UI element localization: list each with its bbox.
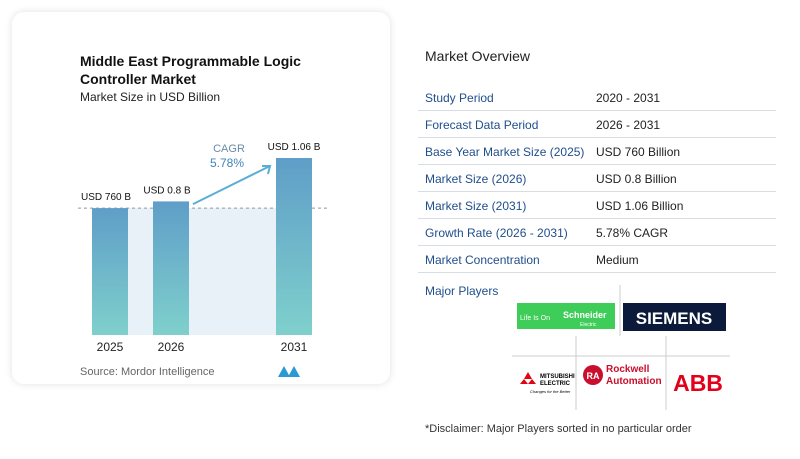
row-label: Base Year Market Size (2025) (425, 145, 585, 159)
row-value: 5.78% CAGR (596, 226, 669, 240)
logo (278, 366, 300, 377)
schneider-logo (517, 303, 615, 329)
logo-text: SIEMENS (636, 309, 713, 328)
overview-row: Study Period 2020 - 2031 (418, 84, 776, 111)
row-label: Market Size (2031) (425, 199, 527, 213)
logo-text: ELECTRIC (540, 381, 571, 387)
overview-row: Market Size (2026) USD 0.8 Billion (418, 165, 776, 192)
logo-text: Rockwell (606, 364, 650, 375)
logo-text: Electric (580, 322, 597, 328)
chart-subtitle: Market Size in USD Billion (80, 90, 221, 104)
row-value: USD 1.06 Billion (596, 199, 684, 213)
row-value: Medium (596, 253, 639, 267)
overview-row: Base Year Market Size (2025) USD 760 Bill… (418, 138, 776, 165)
bar (153, 201, 189, 335)
row-label: Growth Rate (2026 - 2031) (425, 226, 568, 240)
logo-text: Life Is On (520, 315, 550, 322)
logo-text: Changes for the Better (530, 389, 571, 394)
bar (276, 158, 312, 335)
players-title: Major Players (425, 284, 499, 298)
source: Source: Mordor Intelligence (80, 366, 215, 378)
cagr-label: CAGR (213, 143, 245, 155)
logos: Life Is On Schneider Electric SIEMENS MI… (512, 285, 730, 410)
mitsubishi-mark (520, 372, 536, 384)
cagr-arrow (192, 165, 272, 205)
value-label: USD 1.06 B (268, 142, 321, 153)
row-label: Forecast Data Period (425, 118, 539, 132)
chart: USD 760 B 2025 USD 0.8 B 2026 USD 1.06 B 2031… (78, 142, 330, 378)
value-label: USD 760 B (81, 192, 131, 203)
row-label: Market Concentration (425, 253, 540, 267)
shade (92, 208, 312, 335)
overview-row: Market Size (2031) USD 1.06 Billion (418, 192, 776, 219)
logo-text: Schneider (563, 310, 607, 320)
row-value: 2026 - 2031 (596, 118, 661, 132)
row-value: USD 0.8 Billion (596, 172, 677, 186)
overview-title: Market Overview (425, 48, 531, 64)
row-value: 2020 - 2031 (596, 91, 661, 105)
row-label: Study Period (425, 91, 494, 105)
disclaimer: *Disclaimer: Major Players sorted in no … (425, 423, 692, 435)
overview-row: Market Concentration Medium (418, 246, 776, 273)
overview-row: Growth Rate (2026 - 2031) 5.78% CAGR (418, 219, 776, 246)
rockwell-mark (583, 365, 603, 385)
chart-title: Middle East Programmable Logic Controlle… (80, 53, 301, 87)
logo-text: RA (587, 371, 600, 381)
row-value: USD 760 Billion (596, 145, 681, 159)
row-label: Market Size (2026) (425, 172, 527, 186)
logo-text: MITSUBISHI (540, 374, 575, 380)
logo-grid (512, 285, 730, 410)
abb-logo: ABB (673, 370, 723, 396)
bar (92, 208, 128, 335)
x-tick-label: 2026 (158, 340, 185, 354)
overview-row: Forecast Data Period 2026 - 2031 (418, 111, 776, 138)
x-tick-label: 2025 (97, 340, 124, 354)
value-label: USD 0.8 B (143, 185, 191, 196)
x-tick-label: 2031 (281, 340, 308, 354)
cagr-value: 5.78% (210, 156, 244, 170)
siemens-logo (623, 303, 726, 331)
logo-text: Automation (606, 376, 662, 387)
